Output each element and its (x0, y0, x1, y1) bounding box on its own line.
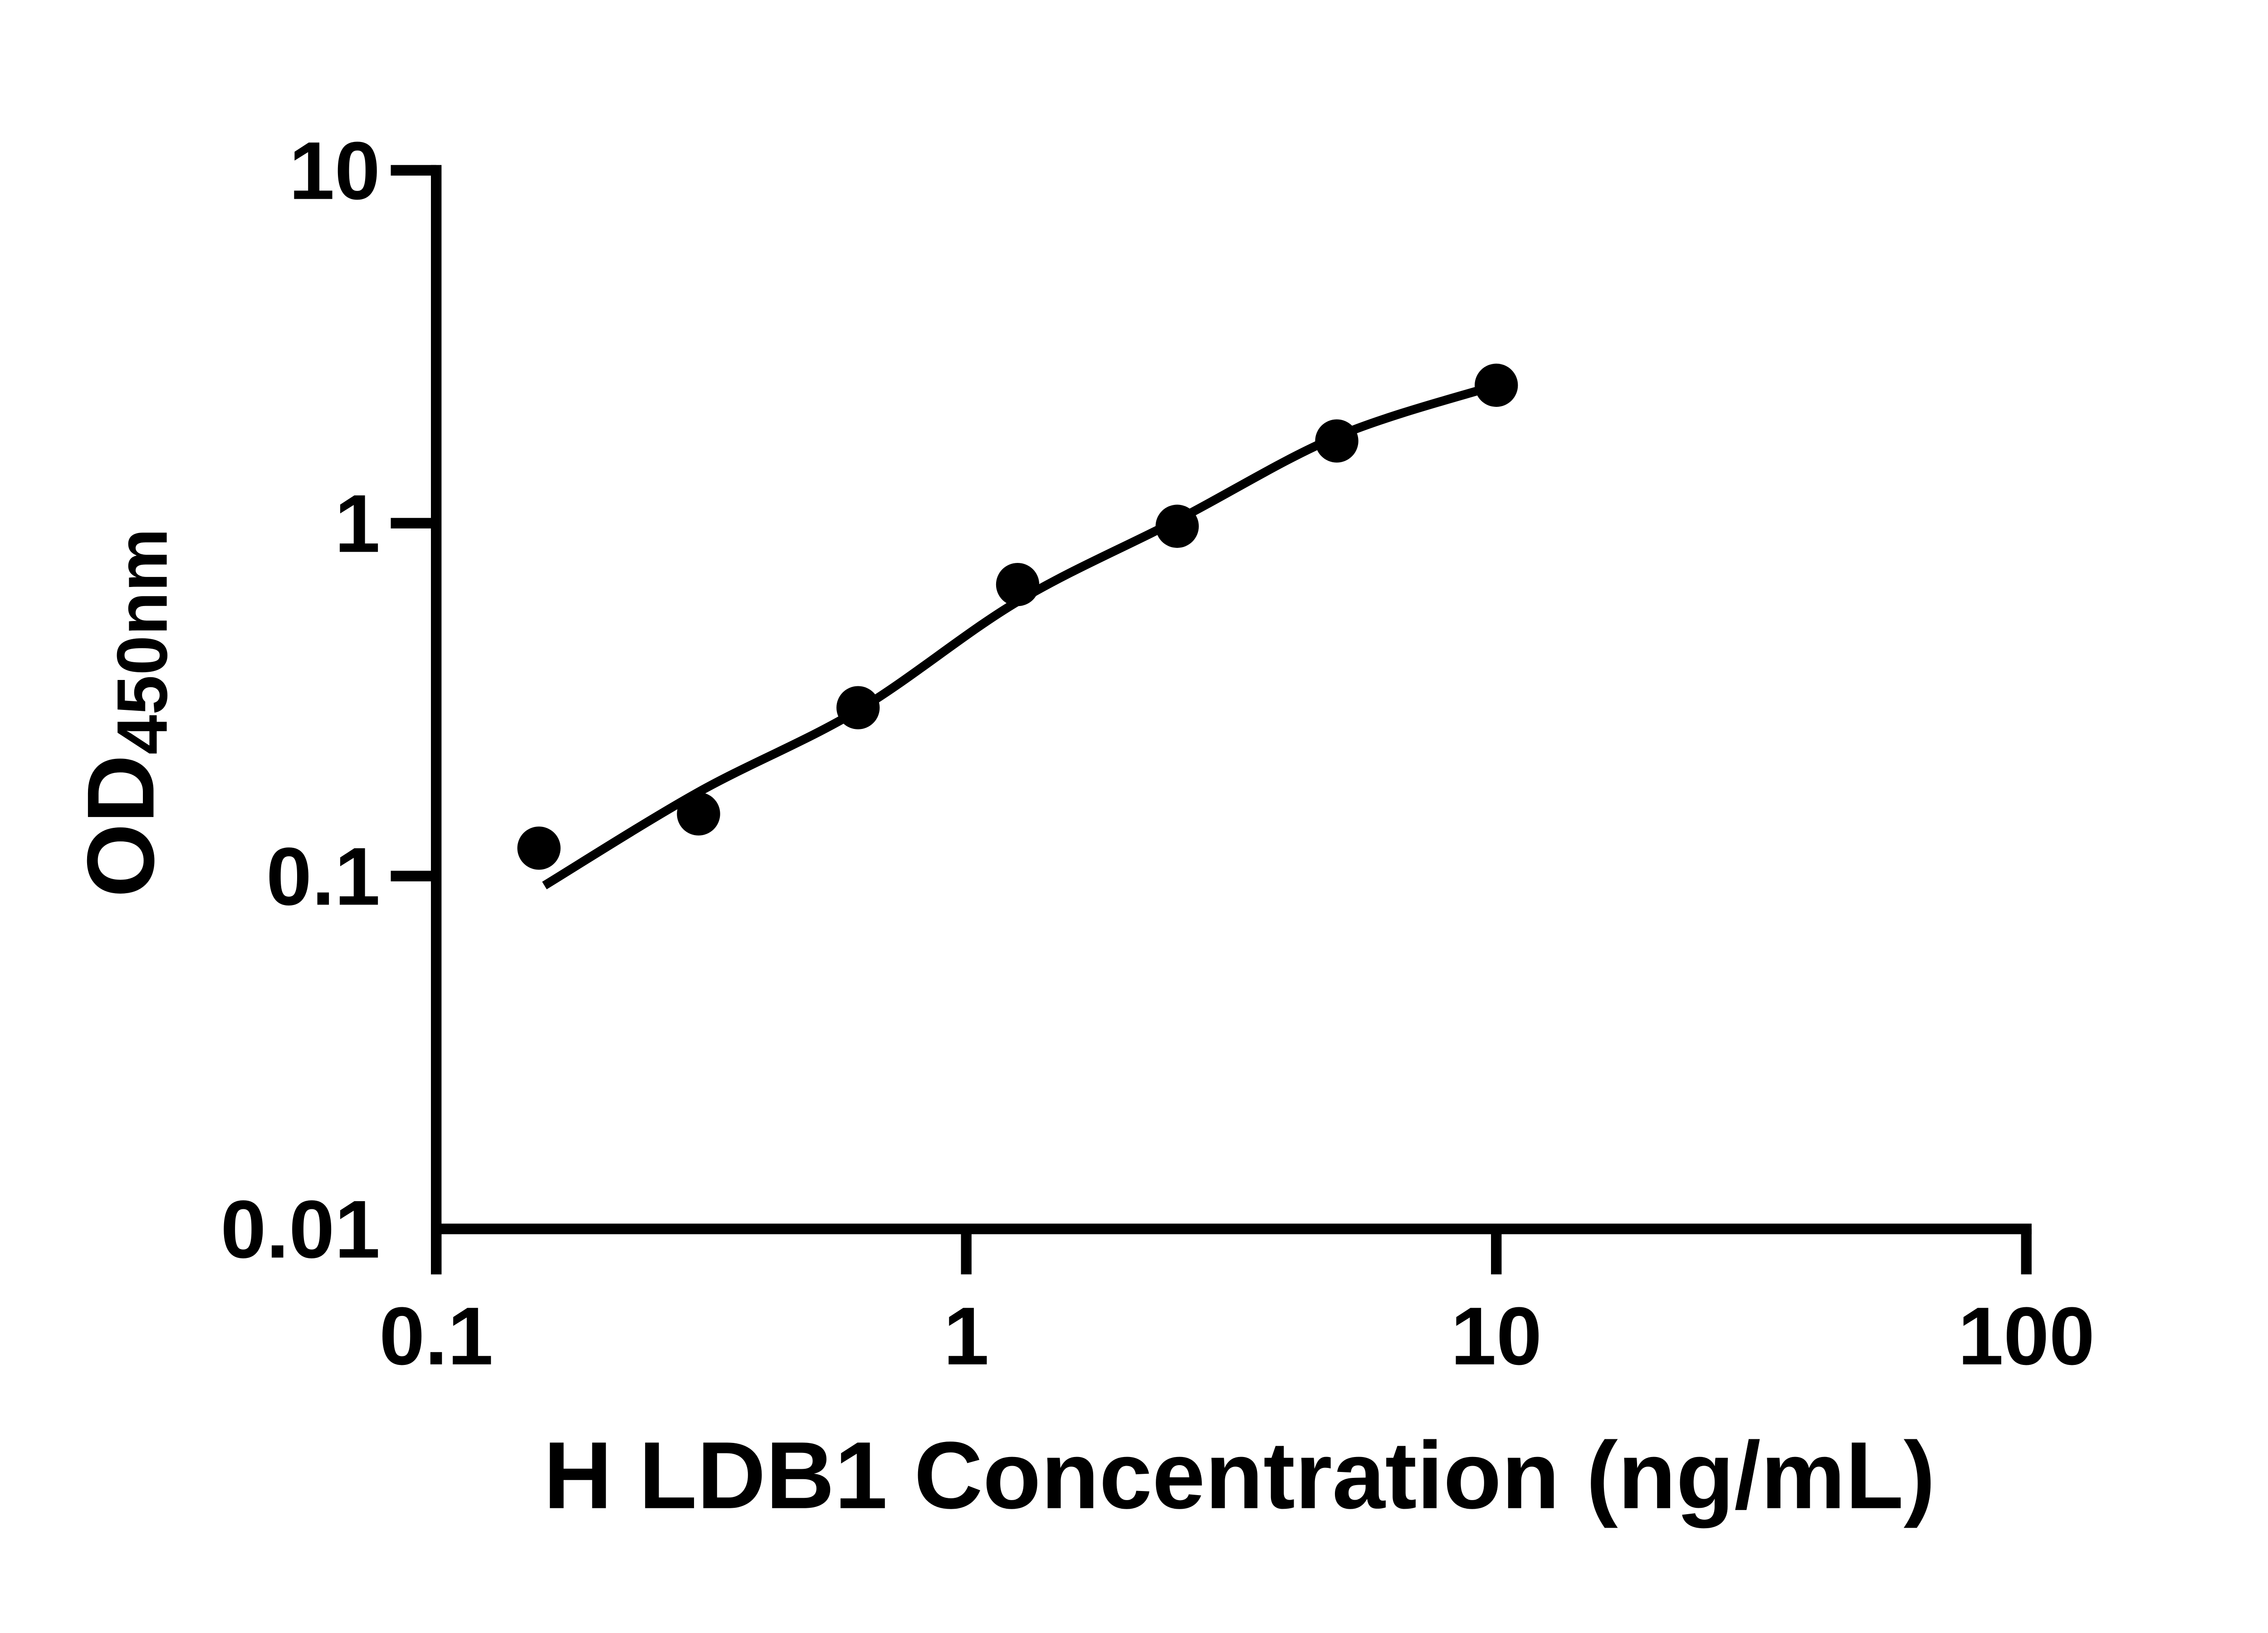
y-tick-label: 0.1 (266, 831, 380, 922)
x-tick-label: 1 (943, 1291, 989, 1382)
x-tick-label: 10 (1451, 1291, 1542, 1382)
data-point (517, 826, 561, 870)
data-point (1155, 504, 1199, 548)
x-axis-title: H LDB1 Concentration (ng/mL) (543, 1422, 1935, 1529)
x-tick-label: 0.1 (379, 1291, 493, 1382)
data-point (1475, 363, 1518, 407)
y-tick-label: 10 (289, 125, 380, 217)
data-point (677, 792, 720, 836)
y-tick-label: 1 (335, 478, 381, 570)
y-axis-title-main: OD (67, 755, 174, 898)
data-point (836, 686, 880, 729)
y-tick-label: 0.01 (220, 1183, 380, 1275)
y-axis-title-subscript: 450nm (103, 528, 182, 754)
data-point (996, 562, 1040, 606)
y-axis-title: OD450nm (67, 528, 182, 897)
data-point (1315, 419, 1359, 463)
x-tick-label: 100 (1958, 1291, 2095, 1382)
